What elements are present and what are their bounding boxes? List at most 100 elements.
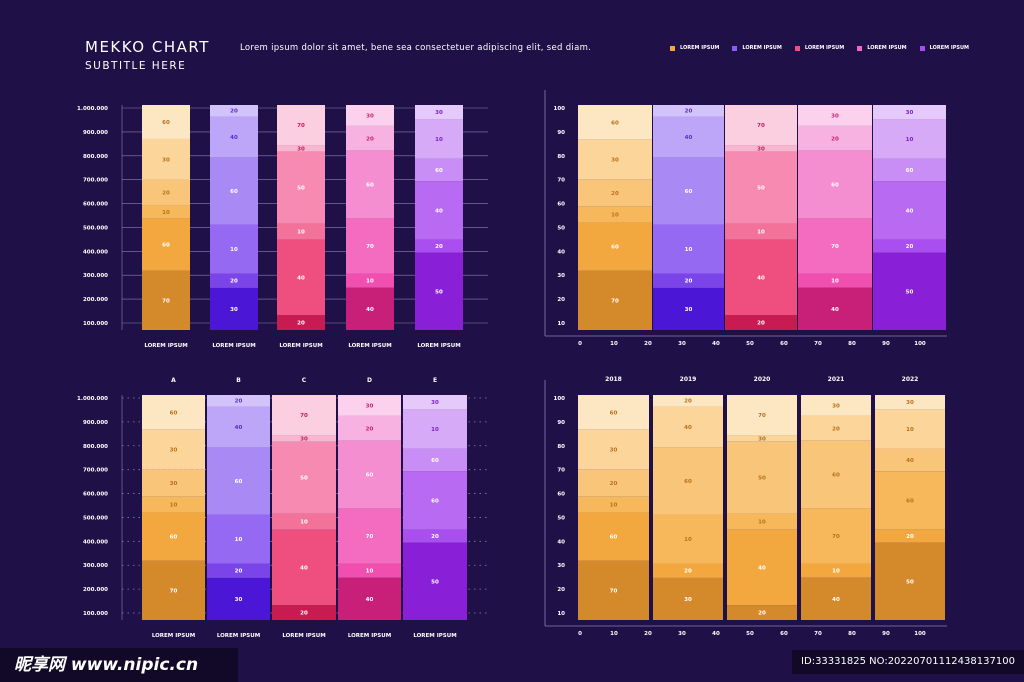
x-tick-label: 20: [644, 341, 652, 347]
y-tick-label: 100: [554, 106, 566, 112]
bar-top-label: 2020: [754, 376, 771, 383]
bar-segment: [142, 105, 190, 139]
bar-value-label: 50: [300, 476, 308, 482]
bar-segment: [415, 239, 463, 253]
y-tick-label: 60: [557, 202, 565, 208]
bar-segment: [578, 270, 652, 330]
bar-top-label: 2021: [828, 376, 845, 383]
bar-value-label: 10: [610, 503, 618, 509]
bar-segment: [403, 448, 467, 472]
y-tick-label: 20: [557, 587, 565, 593]
y-tick-label: 300.000: [83, 273, 108, 279]
bar-segment: [210, 273, 258, 288]
y-tick-label: 400.000: [83, 539, 108, 545]
bar-segment: [578, 395, 649, 430]
y-tick-label: 90: [557, 130, 565, 136]
bar-value-label: 20: [610, 481, 618, 487]
bar-segment: [415, 158, 463, 182]
bar-value-label: 60: [906, 168, 914, 174]
bar-segment: [653, 563, 723, 578]
bar-segment: [403, 395, 467, 410]
bar-segment: [207, 563, 270, 578]
y-tick-label: 20: [557, 297, 565, 303]
bar-value-label: 60: [610, 535, 618, 541]
y-tick-label: 200.000: [83, 587, 108, 593]
bar-value-label: 40: [435, 209, 443, 215]
bar-segment: [873, 105, 946, 120]
y-tick-label: 60: [557, 492, 565, 498]
legend-item: LOREM IPSUM: [919, 45, 970, 51]
legend-label: LOREM IPSUM: [929, 45, 970, 51]
bar-segment: [277, 315, 325, 330]
legend: LOREM IPSUM LOREM IPSUM LOREM IPSUM LORE…: [670, 45, 969, 51]
bar-value-label: 40: [230, 135, 238, 141]
bar-value-label: 60: [230, 189, 238, 195]
bar-segment: [142, 469, 205, 497]
bar-segment: [142, 395, 205, 430]
bar-value-label: 10: [431, 427, 439, 433]
bar-value-label: 40: [300, 565, 308, 571]
bar-segment: [873, 252, 946, 330]
x-tick-label: 0: [578, 631, 582, 637]
bar-value-label: 40: [757, 275, 765, 281]
bar-segment: [578, 469, 649, 497]
bar-value-label: 30: [610, 448, 618, 454]
y-tick-label: 90: [557, 420, 565, 426]
y-tick-label: 700.000: [83, 178, 108, 184]
bar-value-label: 60: [170, 535, 178, 541]
legend-item: LOREM IPSUM: [794, 45, 844, 51]
bar-segment: [653, 157, 724, 225]
y-tick-label: 800.000: [83, 154, 108, 160]
bar-value-label: 10: [297, 230, 305, 236]
bar-value-label: 40: [685, 135, 693, 141]
bar-segment: [272, 395, 336, 436]
bar-segment: [210, 157, 258, 225]
bar-value-label: 40: [366, 307, 374, 313]
bar-top-label: 2018: [605, 376, 622, 383]
bar-segment: [403, 542, 467, 620]
bar-segment: [338, 563, 401, 578]
bar-value-label: 20: [684, 569, 692, 575]
bar-segment: [578, 496, 649, 513]
bar-value-label: 30: [170, 481, 178, 487]
y-tick-label: 600.000: [83, 202, 108, 208]
bar-value-label: 70: [610, 588, 618, 594]
bar-value-label: 50: [758, 476, 766, 482]
bar-value-label: 40: [906, 458, 914, 464]
bar-segment: [725, 315, 797, 330]
y-tick-label: 900.000: [83, 130, 108, 136]
bar-value-label: 20: [297, 321, 305, 327]
bar-segment: [653, 395, 723, 407]
x-tick-label: 20: [644, 631, 652, 637]
y-tick-label: 10: [557, 611, 565, 617]
bar-value-label: 30: [906, 400, 914, 406]
x-tick-label: 10: [610, 341, 618, 347]
bar-value-label: 30: [300, 436, 308, 442]
bar-value-label: 10: [831, 279, 839, 285]
bar-segment: [142, 560, 205, 620]
bar-value-label: 30: [230, 307, 238, 313]
bar-segment: [801, 508, 871, 564]
bar-segment: [653, 514, 723, 564]
y-tick-label: 80: [557, 444, 565, 450]
y-tick-label: 70: [557, 178, 565, 184]
bar-value-label: 20: [162, 191, 170, 197]
bar-segment: [725, 151, 797, 224]
bar-value-label: 50: [906, 289, 914, 295]
bar-value-label: 50: [906, 579, 914, 585]
bar-segment: [210, 224, 258, 274]
bar-segment: [875, 409, 945, 449]
legend-item: LOREM IPSUM: [670, 45, 719, 51]
x-tick-label: 60: [780, 341, 788, 347]
bar-value-label: 60: [366, 473, 374, 479]
x-tick-label: 30: [678, 631, 686, 637]
category-label: LOREM IPSUM: [144, 343, 187, 349]
chart-subtitle: SUBTITLE HERE: [85, 60, 187, 72]
bar-segment: [578, 206, 652, 223]
bar-value-label: 20: [435, 244, 443, 250]
y-tick-label: 500.000: [83, 225, 108, 231]
bar-segment: [801, 440, 871, 509]
bar-segment: [346, 287, 394, 330]
legend-swatch: [794, 45, 800, 51]
bar-segment: [653, 447, 723, 515]
